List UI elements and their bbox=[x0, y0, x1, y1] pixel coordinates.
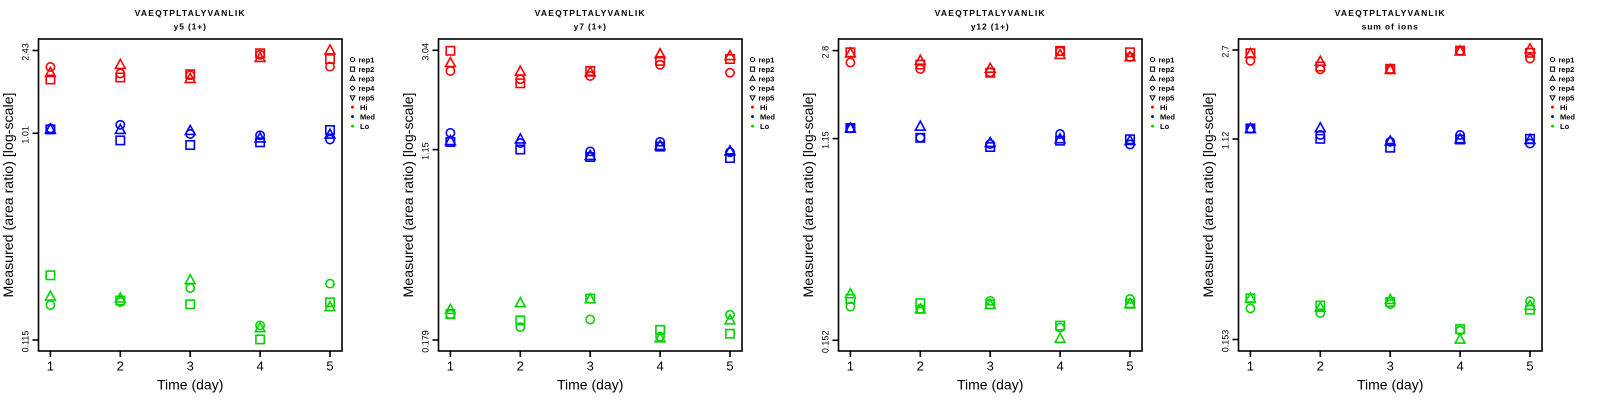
svg-text:rep4: rep4 bbox=[359, 84, 376, 93]
svg-text:Hi: Hi bbox=[760, 103, 768, 112]
svg-text:rep1: rep1 bbox=[1159, 55, 1175, 64]
svg-text:VAEQTPLTALYVANLIK: VAEQTPLTALYVANLIK bbox=[535, 8, 646, 18]
svg-text:2: 2 bbox=[1317, 359, 1324, 374]
svg-text:0.152: 0.152 bbox=[821, 331, 831, 354]
svg-text:0.179: 0.179 bbox=[421, 330, 431, 353]
svg-text:1.01: 1.01 bbox=[21, 126, 31, 144]
svg-text:Lo: Lo bbox=[1160, 122, 1170, 131]
svg-text:rep3: rep3 bbox=[1159, 74, 1175, 83]
svg-text:3: 3 bbox=[1387, 359, 1394, 374]
svg-text:Lo: Lo bbox=[360, 122, 370, 131]
svg-text:Med: Med bbox=[1560, 112, 1575, 121]
svg-text:5: 5 bbox=[1126, 359, 1133, 374]
svg-text:rep2: rep2 bbox=[759, 65, 775, 74]
svg-text:5: 5 bbox=[1526, 359, 1533, 374]
svg-text:2.7: 2.7 bbox=[1221, 45, 1231, 58]
svg-text:1: 1 bbox=[1247, 359, 1254, 374]
svg-text:y12 (1+): y12 (1+) bbox=[971, 22, 1010, 32]
svg-text:Time (day): Time (day) bbox=[1357, 376, 1423, 392]
svg-text:3: 3 bbox=[987, 359, 994, 374]
svg-text:5: 5 bbox=[726, 359, 733, 374]
svg-text:Measured (area ratio) [log-sca: Measured (area ratio) [log-scale] bbox=[1201, 92, 1217, 297]
svg-text:5: 5 bbox=[326, 359, 333, 374]
svg-text:2: 2 bbox=[917, 359, 924, 374]
svg-text:rep3: rep3 bbox=[759, 74, 775, 83]
svg-text:Lo: Lo bbox=[1560, 122, 1570, 131]
svg-text:1: 1 bbox=[847, 359, 854, 374]
svg-text:VAEQTPLTALYVANLIK: VAEQTPLTALYVANLIK bbox=[1335, 8, 1446, 18]
svg-text:3.04: 3.04 bbox=[421, 43, 431, 61]
svg-text:rep4: rep4 bbox=[1559, 84, 1576, 93]
svg-text:Hi: Hi bbox=[1160, 103, 1168, 112]
svg-text:rep5: rep5 bbox=[759, 93, 775, 102]
svg-text:1: 1 bbox=[47, 359, 54, 374]
svg-text:4: 4 bbox=[1056, 359, 1063, 374]
svg-text:4: 4 bbox=[256, 359, 263, 374]
svg-text:1: 1 bbox=[447, 359, 454, 374]
svg-text:rep1: rep1 bbox=[1559, 55, 1575, 64]
svg-text:Time (day): Time (day) bbox=[957, 376, 1023, 392]
svg-text:Lo: Lo bbox=[760, 122, 770, 131]
svg-text:Hi: Hi bbox=[360, 103, 368, 112]
svg-text:rep5: rep5 bbox=[1159, 93, 1175, 102]
svg-text:Time (day): Time (day) bbox=[557, 376, 623, 392]
svg-text:rep5: rep5 bbox=[1559, 93, 1575, 102]
svg-text:rep2: rep2 bbox=[1159, 65, 1175, 74]
svg-text:Measured (area ratio) [log-sca: Measured (area ratio) [log-scale] bbox=[401, 92, 417, 297]
svg-text:0.153: 0.153 bbox=[1221, 330, 1231, 353]
svg-text:4: 4 bbox=[656, 359, 663, 374]
svg-text:Med: Med bbox=[760, 112, 775, 121]
svg-text:rep3: rep3 bbox=[359, 74, 375, 83]
svg-text:0.115: 0.115 bbox=[21, 331, 31, 353]
svg-text:Measured (area ratio) [log-sca: Measured (area ratio) [log-scale] bbox=[1, 92, 17, 297]
svg-text:VAEQTPLTALYVANLIK: VAEQTPLTALYVANLIK bbox=[935, 8, 1046, 18]
svg-text:2.8: 2.8 bbox=[821, 46, 831, 59]
svg-text:1.15: 1.15 bbox=[421, 142, 431, 160]
svg-text:y7 (1+): y7 (1+) bbox=[574, 22, 607, 32]
svg-text:Time (day): Time (day) bbox=[157, 376, 223, 392]
svg-text:sum of ions: sum of ions bbox=[1362, 22, 1419, 32]
svg-text:rep1: rep1 bbox=[359, 55, 375, 64]
svg-text:2.43: 2.43 bbox=[21, 43, 31, 61]
svg-text:rep4: rep4 bbox=[1159, 84, 1176, 93]
svg-text:VAEQTPLTALYVANLIK: VAEQTPLTALYVANLIK bbox=[135, 8, 246, 18]
svg-text:rep1: rep1 bbox=[759, 55, 775, 64]
svg-text:y5 (1+): y5 (1+) bbox=[174, 22, 207, 32]
svg-text:rep2: rep2 bbox=[359, 65, 375, 74]
svg-text:Med: Med bbox=[1160, 112, 1175, 121]
svg-text:1.12: 1.12 bbox=[1221, 132, 1231, 150]
svg-text:rep3: rep3 bbox=[1559, 74, 1575, 83]
svg-text:2: 2 bbox=[117, 359, 124, 374]
svg-text:Measured (area ratio) [log-sca: Measured (area ratio) [log-scale] bbox=[801, 92, 817, 297]
svg-text:3: 3 bbox=[587, 359, 594, 374]
svg-text:rep2: rep2 bbox=[1559, 65, 1575, 74]
svg-text:4: 4 bbox=[1456, 359, 1463, 374]
svg-text:3: 3 bbox=[187, 359, 194, 374]
svg-text:1.15: 1.15 bbox=[821, 131, 831, 149]
svg-text:rep4: rep4 bbox=[759, 84, 776, 93]
svg-text:2: 2 bbox=[517, 359, 524, 374]
svg-text:Med: Med bbox=[360, 112, 375, 121]
svg-text:Hi: Hi bbox=[1560, 103, 1568, 112]
svg-text:rep5: rep5 bbox=[359, 93, 375, 102]
